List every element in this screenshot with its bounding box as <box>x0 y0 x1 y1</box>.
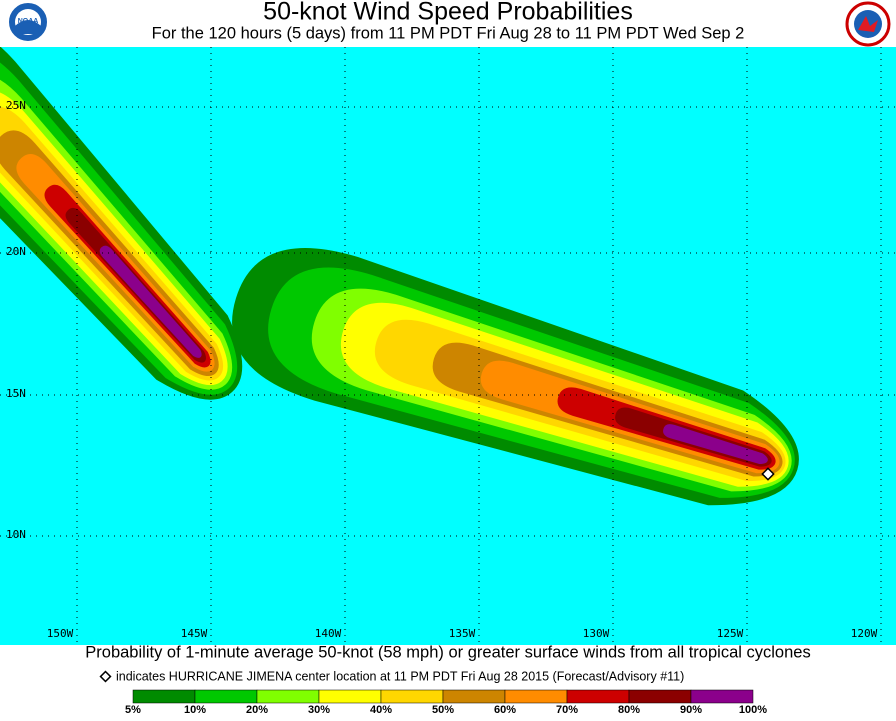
legend-swatch <box>504 689 568 704</box>
legend-label: 80% <box>618 704 640 716</box>
lon-label: 125W <box>717 627 744 640</box>
legend-label: 60% <box>494 704 516 716</box>
lat-label: 20N <box>6 245 26 258</box>
legend-label: 70% <box>556 704 578 716</box>
lat-label: 25N <box>6 99 26 112</box>
legend-swatch <box>380 689 444 704</box>
legend-label: 90% <box>680 704 702 716</box>
legend-label: 10% <box>184 704 206 716</box>
legend-label: 40% <box>370 704 392 716</box>
lon-label: 140W <box>315 627 342 640</box>
legend-swatch <box>194 689 258 704</box>
lon-label: 135W <box>449 627 476 640</box>
legend-swatch <box>628 689 692 704</box>
storm-center-marker <box>761 467 775 481</box>
probability-swaths <box>0 47 799 506</box>
legend-label: 100% <box>739 704 767 716</box>
noaa-logo: NOAA <box>7 1 49 43</box>
note: indicates HURRICANE JIMENA center locati… <box>116 669 684 683</box>
legend-label: 50% <box>432 704 454 716</box>
legend-label: 5% <box>125 704 141 716</box>
lat-label: 15N <box>6 387 26 400</box>
lon-label: 130W <box>583 627 610 640</box>
graticule <box>0 47 896 645</box>
logo-text: NOAA <box>18 18 39 25</box>
legend-swatch <box>256 689 320 704</box>
legend-swatch <box>442 689 506 704</box>
title: 50-knot Wind Speed Probabilities <box>263 0 633 26</box>
legend-swatch <box>566 689 630 704</box>
probability-band <box>99 245 202 358</box>
lat-label: 10N <box>6 528 26 541</box>
nws-logo <box>845 1 891 47</box>
lon-label: 145W <box>181 627 208 640</box>
lon-label: 120W <box>851 627 878 640</box>
legend-swatch <box>690 689 754 704</box>
legend: 5% 10% 20% 30% 40% 50% 60% 70% 80% 90% 100% <box>125 689 767 716</box>
legend-swatch <box>318 689 382 704</box>
caption: Probability of 1-minute average 50-knot … <box>85 643 810 661</box>
lon-label: 150W <box>47 627 74 640</box>
note-marker <box>99 670 112 683</box>
probability-band <box>663 424 768 465</box>
legend-label: 20% <box>246 704 268 716</box>
legend-swatch <box>132 689 196 704</box>
subtitle: For the 120 hours (5 days) from 11 PM PD… <box>152 24 745 42</box>
legend-label: 30% <box>308 704 330 716</box>
